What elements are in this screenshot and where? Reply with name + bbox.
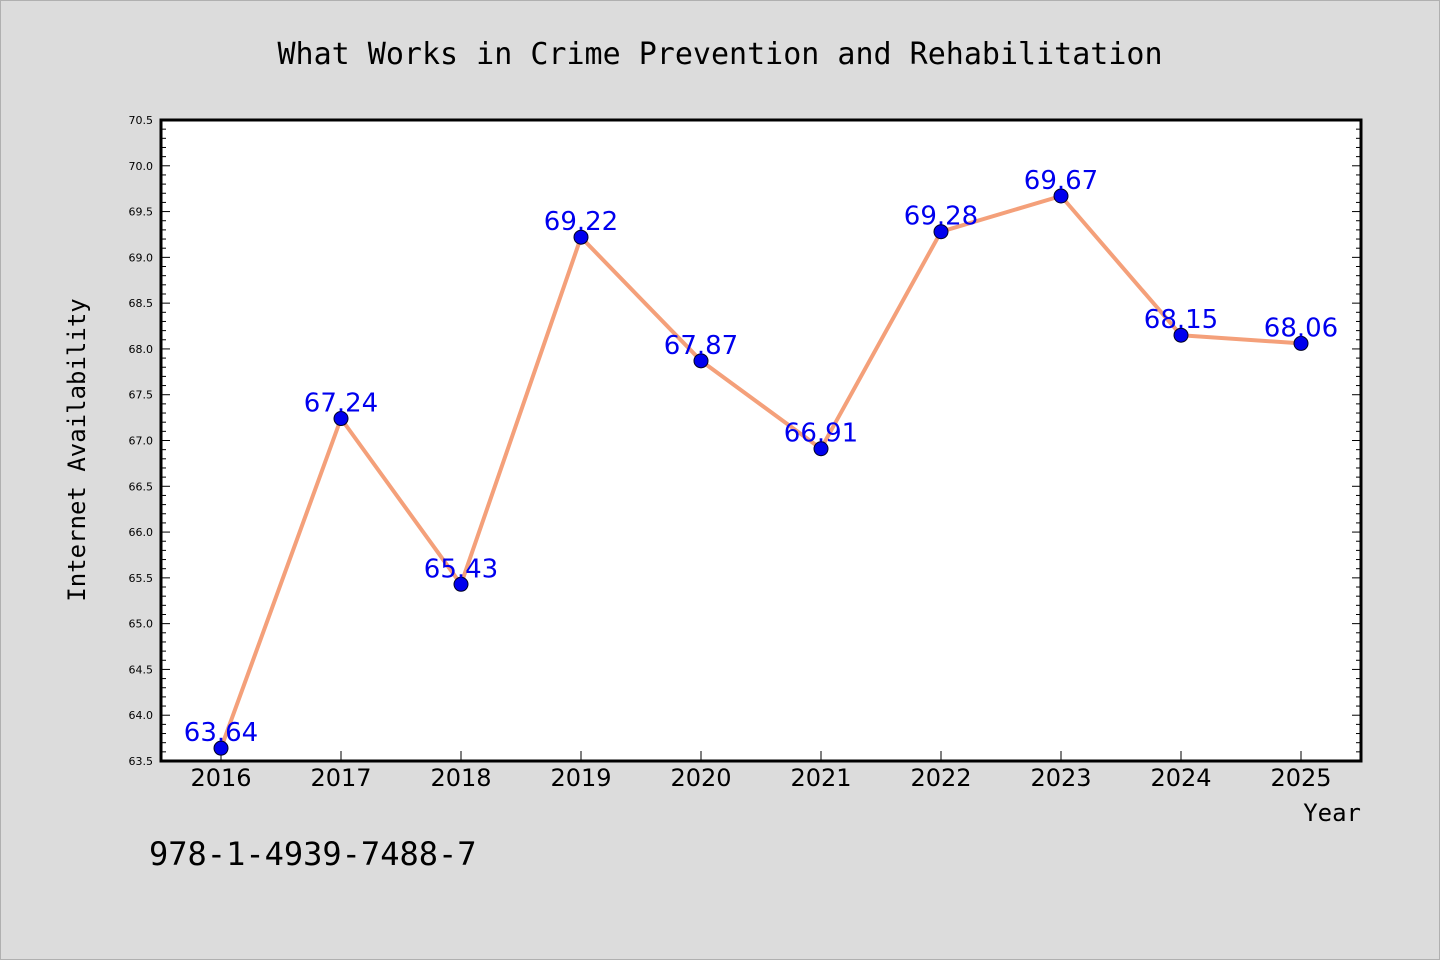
plot-area	[159, 118, 1363, 763]
data-label: 68.15	[1144, 305, 1218, 335]
series-layer: 63.64 67.24 65.43 69.22 67.87 66.91 69.28 69.67…	[184, 166, 1338, 756]
series-line	[219, 194, 1302, 749]
data-label: 69.28	[904, 202, 978, 232]
y-tick-label: 66.5	[129, 480, 154, 493]
x-axis-ticks: 2016 2017 2018 2019 2020 2021 2022 2023 2024 2025	[190, 751, 1332, 792]
data-point	[1173, 327, 1189, 343]
y-tick-label: 70.0	[129, 160, 154, 173]
y-tick-label: 69.5	[129, 206, 154, 219]
y-tick-label: 68.0	[129, 343, 154, 356]
isbn-text: 978-1-4939-7488-7	[149, 835, 477, 873]
y-tick-label: 64.5	[129, 663, 154, 676]
data-point	[693, 353, 709, 369]
data-label: 66.91	[784, 419, 858, 449]
data-label: 63.64	[184, 718, 258, 748]
y-tick-label: 67.0	[129, 435, 154, 448]
data-point	[573, 229, 589, 245]
y-tick-label: 69.0	[129, 251, 154, 264]
y-axis-ticks: 63.5 64.0 64.5 65.0 65.5 66.0 66.5 67.0 67.5 68.0…	[129, 114, 1361, 768]
x-tick-label: 2024	[1150, 764, 1211, 792]
y-tick-label: 64.0	[129, 709, 154, 722]
data-point	[1293, 335, 1309, 351]
data-label: 69.67	[1024, 166, 1098, 196]
data-point	[333, 411, 349, 427]
data-point	[453, 576, 469, 592]
data-point	[213, 740, 229, 756]
data-label: 68.06	[1264, 313, 1338, 343]
data-label: 69.22	[544, 207, 618, 237]
y-tick-label: 70.5	[129, 114, 154, 127]
y-tick-label: 67.5	[129, 389, 154, 402]
x-tick-label: 2020	[670, 764, 731, 792]
data-point	[1053, 188, 1069, 204]
data-point	[933, 224, 949, 240]
y-tick-label: 66.0	[129, 526, 154, 539]
y-tick-label: 65.5	[129, 572, 154, 585]
data-label: 65.43	[424, 554, 498, 584]
x-tick-label: 2016	[190, 764, 251, 792]
data-label: 67.87	[664, 331, 738, 361]
y-tick-label: 65.0	[129, 618, 154, 631]
x-tick-label: 2025	[1270, 764, 1331, 792]
y-tick-label: 63.5	[129, 755, 154, 768]
chart-title: What Works in Crime Prevention and Rehab…	[277, 37, 1162, 72]
x-tick-label: 2023	[1030, 764, 1091, 792]
x-axis-label: Year	[1303, 799, 1361, 827]
x-tick-label: 2017	[310, 764, 371, 792]
x-tick-label: 2021	[790, 764, 851, 792]
x-tick-label: 2018	[430, 764, 491, 792]
data-label: 67.24	[304, 389, 378, 419]
x-tick-label: 2019	[550, 764, 611, 792]
y-tick-label: 68.5	[129, 297, 154, 310]
y-axis-label: Internet Availability	[63, 298, 91, 601]
x-tick-label: 2022	[910, 764, 971, 792]
data-point	[813, 441, 829, 457]
